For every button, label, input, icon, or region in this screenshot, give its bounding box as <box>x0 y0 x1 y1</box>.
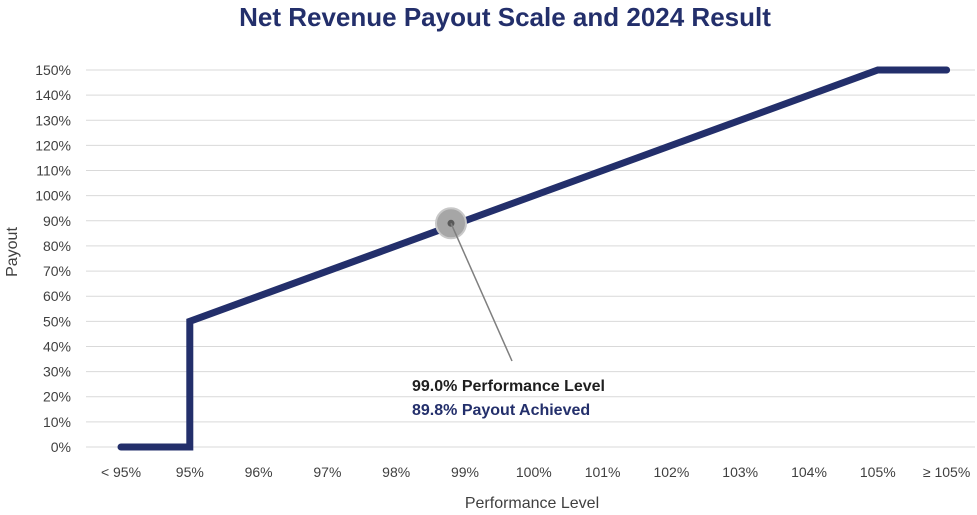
chart-title: Net Revenue Payout Scale and 2024 Result <box>239 2 771 32</box>
y-tick-label: 140% <box>35 87 71 103</box>
y-tick-label: 40% <box>43 338 71 354</box>
y-tick-label: 120% <box>35 137 71 153</box>
y-tick-label: 90% <box>43 213 71 229</box>
x-tick-label: 104% <box>791 464 827 480</box>
payout-achieved-annotation: 89.8% Payout Achieved <box>412 402 590 419</box>
y-axis-ticks: 0% 10% 20% 30% 40% 50% 60% 70% 80% 90% 100% 110% 120… <box>35 62 71 455</box>
x-tick-label: 103% <box>722 464 758 480</box>
series-layer <box>117 66 951 451</box>
x-tick-label: 100% <box>516 464 552 480</box>
y-tick-label: 150% <box>35 62 71 78</box>
y-tick-label: 70% <box>43 263 71 279</box>
x-tick-label: 102% <box>653 464 689 480</box>
performance-level-annotation: 99.0% Performance Level <box>412 378 605 395</box>
x-axis-ticks: < 95% 95% 96% 97% 98% 99% 100% 101% 102% 103% 104%… <box>101 464 970 480</box>
y-tick-label: 80% <box>43 238 71 254</box>
y-tick-label: 30% <box>43 364 71 380</box>
y-tick-label: 20% <box>43 389 71 405</box>
y-axis-label: Payout <box>4 227 21 277</box>
x-axis-label: Performance Level <box>465 495 599 512</box>
x-tick-label: 96% <box>245 464 273 480</box>
x-tick-label: 99% <box>451 464 479 480</box>
x-tick-label: 97% <box>313 464 341 480</box>
gridlines <box>86 69 975 448</box>
x-tick-label: ≥ 105% <box>923 464 970 480</box>
x-tick-label: 98% <box>382 464 410 480</box>
y-tick-label: 100% <box>35 188 71 204</box>
y-tick-label: 50% <box>43 313 71 329</box>
y-tick-label: 60% <box>43 288 71 304</box>
x-tick-label: 105% <box>860 464 896 480</box>
y-tick-label: 10% <box>43 414 71 430</box>
payout-series-line <box>117 66 951 451</box>
annotation-layer: 99.0% Performance Level 89.8% Payout Achi… <box>412 207 605 419</box>
y-tick-label: 110% <box>36 163 71 179</box>
annotation-leader-line <box>450 222 513 362</box>
x-tick-label: 95% <box>176 464 204 480</box>
x-tick-label: 101% <box>585 464 621 480</box>
y-tick-label: 0% <box>51 439 71 455</box>
y-tick-label: 130% <box>35 112 71 128</box>
x-tick-label: < 95% <box>101 464 141 480</box>
